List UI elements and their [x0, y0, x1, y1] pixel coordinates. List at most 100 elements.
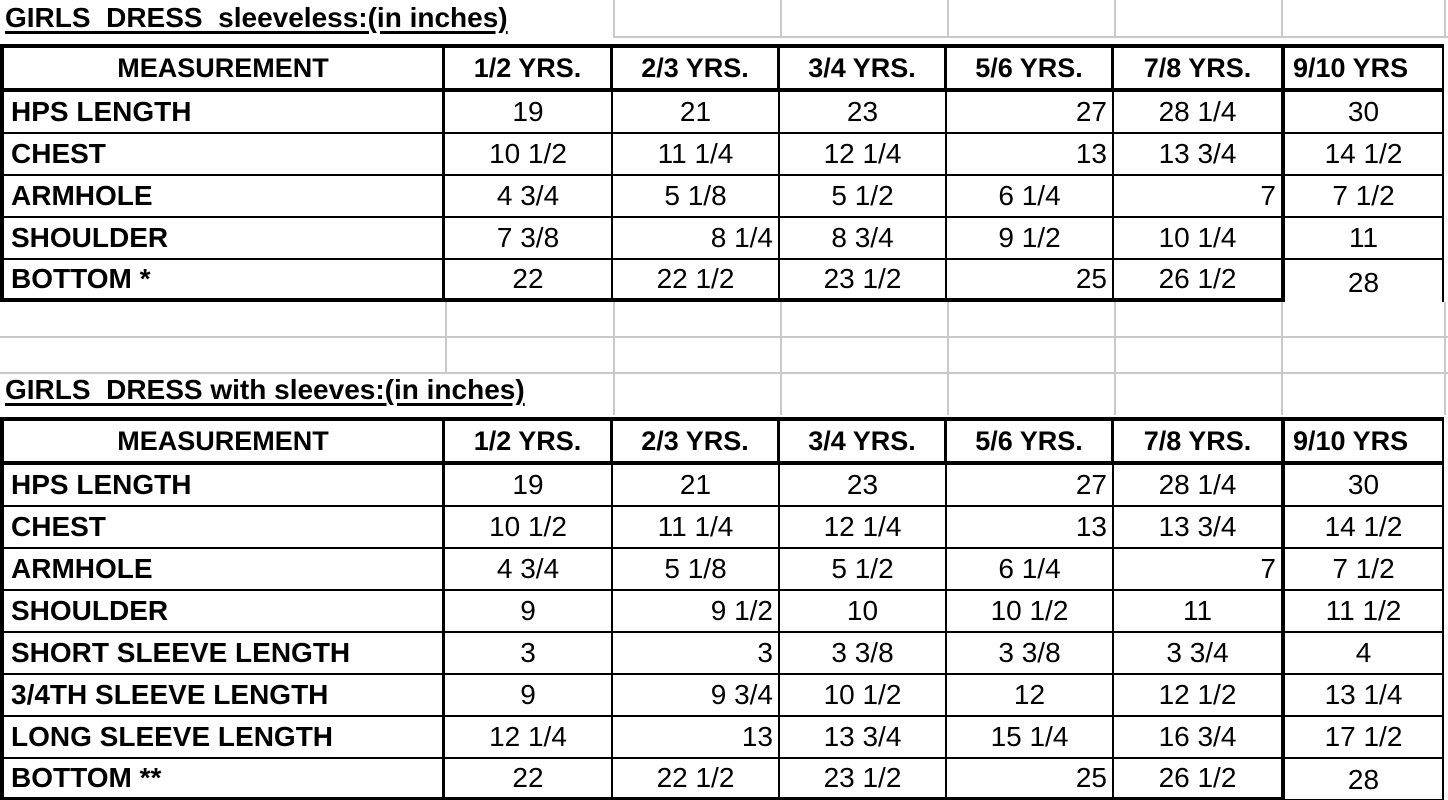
gridline-v — [1281, 0, 1283, 38]
value-cell: 5 1/2 — [780, 549, 947, 591]
value-cell: 3 3/8 — [947, 633, 1114, 675]
value-cell: 13 3/4 — [1114, 134, 1281, 176]
header-cell: 9/10 YRS — [1281, 421, 1444, 465]
value-cell: 28 1/4 — [1114, 92, 1281, 134]
with-sleeves-size-table: MEASUREMENT 1/2 YRS. 2/3 YRS. 3/4 YRS. 5/6 Y… — [0, 417, 1444, 800]
value-cell: 19 — [445, 465, 613, 507]
value-cell: 12 1/4 — [780, 507, 947, 549]
value-cell: 27 — [947, 465, 1114, 507]
value-cell: 26 1/2 — [1114, 260, 1281, 302]
gridline-v — [1114, 302, 1116, 415]
value-cell: 30 — [1281, 465, 1444, 507]
value-cell: 14 1/2 — [1281, 134, 1444, 176]
value-cell: 3 — [613, 633, 780, 675]
gridline-h — [613, 36, 1448, 38]
value-cell: 4 3/4 — [445, 176, 613, 218]
value-cell: 10 1/4 — [1114, 218, 1281, 260]
value-cell: 25 — [947, 759, 1114, 800]
value-cell: 16 3/4 — [1114, 717, 1281, 759]
row-label-cell: BOTTOM * — [4, 260, 445, 302]
value-cell: 12 1/4 — [780, 134, 947, 176]
gridline-h — [0, 336, 1448, 338]
value-cell: 6 1/4 — [947, 549, 1114, 591]
sleeveless-size-table: MEASUREMENT 1/2 YRS. 2/3 YRS. 3/4 YRS. 5/6 Y… — [0, 44, 1444, 302]
value-cell: 12 1/2 — [1114, 675, 1281, 717]
gridline-v — [613, 0, 615, 38]
value-cell: 28 — [1281, 260, 1444, 302]
value-cell: 8 3/4 — [780, 218, 947, 260]
header-cell: 5/6 YRS. — [947, 421, 1114, 465]
row-label-cell: 3/4TH SLEEVE LENGTH — [4, 675, 445, 717]
value-cell: 14 1/2 — [1281, 507, 1444, 549]
gridline-v — [1444, 0, 1446, 38]
value-cell: 7 — [1114, 549, 1281, 591]
header-cell: 7/8 YRS. — [1114, 48, 1281, 92]
header-cell: 9/10 YRS — [1281, 48, 1444, 92]
sleeveless-table-title: GIRLS DRESS sleeveless:(in inches) — [5, 2, 508, 33]
header-cell: 5/6 YRS. — [947, 48, 1114, 92]
header-cell: MEASUREMENT — [4, 421, 445, 465]
header-cell: 3/4 YRS. — [780, 48, 947, 92]
value-cell: 19 — [445, 92, 613, 134]
value-cell: 10 1/2 — [780, 675, 947, 717]
value-cell: 4 — [1281, 633, 1444, 675]
value-cell: 11 — [1281, 218, 1444, 260]
row-label-cell: SHOULDER — [4, 218, 445, 260]
value-cell: 3 — [445, 633, 613, 675]
gridline-v — [780, 302, 782, 415]
gridline-v — [947, 302, 949, 415]
value-cell: 13 3/4 — [780, 717, 947, 759]
value-cell: 23 — [780, 465, 947, 507]
value-cell: 10 1/2 — [445, 134, 613, 176]
value-cell: 12 — [947, 675, 1114, 717]
value-cell: 7 1/2 — [1281, 549, 1444, 591]
header-cell: 1/2 YRS. — [445, 421, 613, 465]
value-cell: 23 1/2 — [780, 759, 947, 800]
row-label-cell: CHEST — [4, 507, 445, 549]
header-cell: 2/3 YRS. — [613, 48, 780, 92]
value-cell: 7 1/2 — [1281, 176, 1444, 218]
value-cell: 30 — [1281, 92, 1444, 134]
row-label-cell: HPS LENGTH — [4, 465, 445, 507]
gridline-h — [0, 372, 1448, 374]
value-cell: 15 1/4 — [947, 717, 1114, 759]
value-cell: 22 — [445, 260, 613, 302]
header-cell: 3/4 YRS. — [780, 421, 947, 465]
value-cell: 28 1/4 — [1114, 465, 1281, 507]
value-cell: 8 1/4 — [613, 218, 780, 260]
value-cell: 12 1/4 — [445, 717, 613, 759]
gridline-v — [613, 302, 615, 415]
header-cell: 7/8 YRS. — [1114, 421, 1281, 465]
row-label-cell: CHEST — [4, 134, 445, 176]
value-cell: 5 1/2 — [780, 176, 947, 218]
value-cell: 6 1/4 — [947, 176, 1114, 218]
row-label-cell: ARMHOLE — [4, 549, 445, 591]
value-cell: 13 — [947, 507, 1114, 549]
header-cell: 2/3 YRS. — [613, 421, 780, 465]
value-cell: 7 3/8 — [445, 218, 613, 260]
value-cell: 21 — [613, 92, 780, 134]
header-cell: 1/2 YRS. — [445, 48, 613, 92]
row-label-cell: SHOULDER — [4, 591, 445, 633]
value-cell: 28 — [1281, 759, 1444, 800]
value-cell: 10 1/2 — [947, 591, 1114, 633]
value-cell: 9 1/2 — [613, 591, 780, 633]
value-cell: 17 1/2 — [1281, 717, 1444, 759]
gridline-v — [1444, 302, 1446, 415]
value-cell: 27 — [947, 92, 1114, 134]
gridline-v — [445, 302, 447, 372]
value-cell: 9 1/2 — [947, 218, 1114, 260]
value-cell: 23 1/2 — [780, 260, 947, 302]
value-cell: 5 1/8 — [613, 176, 780, 218]
value-cell: 9 — [445, 591, 613, 633]
value-cell: 3 3/8 — [780, 633, 947, 675]
gridline-v — [1114, 0, 1116, 38]
value-cell: 22 — [445, 759, 613, 800]
gridline-v — [1281, 302, 1283, 415]
value-cell: 25 — [947, 260, 1114, 302]
value-cell: 10 1/2 — [445, 507, 613, 549]
value-cell: 11 1/2 — [1281, 591, 1444, 633]
with-sleeves-table-title: GIRLS DRESS with sleeves:(in inches) — [5, 374, 525, 405]
row-label-cell: SHORT SLEEVE LENGTH — [4, 633, 445, 675]
